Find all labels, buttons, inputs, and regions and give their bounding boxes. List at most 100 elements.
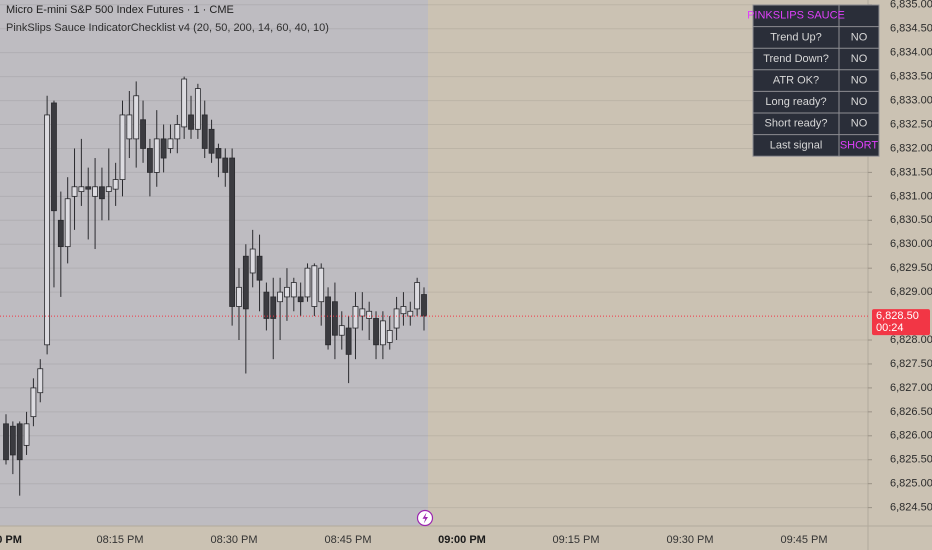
candle-body bbox=[85, 186, 92, 190]
candle-body bbox=[99, 186, 105, 200]
candle-body bbox=[421, 294, 427, 317]
candle-body bbox=[119, 114, 126, 180]
candle-body bbox=[44, 114, 51, 346]
y-tick-label: 6,826.00 bbox=[890, 430, 932, 442]
y-tick-label: 6,831.50 bbox=[890, 166, 932, 178]
candle-body bbox=[366, 310, 373, 319]
candle-body bbox=[9, 425, 16, 456]
candle-body bbox=[188, 114, 194, 130]
candle-body bbox=[332, 301, 338, 336]
candle-body bbox=[23, 423, 30, 446]
x-tick-label: 09:00 PM bbox=[438, 534, 486, 546]
x-tick-label: 08:45 PM bbox=[324, 534, 371, 546]
candle-body bbox=[167, 138, 174, 149]
y-tick-label: 6,825.50 bbox=[890, 454, 932, 466]
candle-body bbox=[78, 186, 85, 192]
candle-body bbox=[393, 308, 400, 329]
x-tick-label: 09:30 PM bbox=[666, 534, 713, 546]
y-tick-label: 6,833.50 bbox=[890, 71, 932, 83]
table-value: SHORT bbox=[840, 139, 879, 151]
candle-body bbox=[201, 114, 208, 149]
table-value: NO bbox=[851, 75, 868, 87]
candle-body bbox=[229, 157, 236, 307]
checklist-table: PINKSLIPS SAUCE Trend Up? NO Trend Down? NO A… bbox=[747, 4, 880, 157]
table-value: NO bbox=[851, 118, 868, 130]
y-tick-label: 6,833.00 bbox=[890, 94, 932, 106]
candles bbox=[3, 76, 427, 496]
candle-body bbox=[379, 320, 386, 346]
lightning-icon bbox=[416, 509, 434, 527]
candle-body bbox=[236, 286, 242, 307]
chart-title: Micro E-mini S&P 500 Index Futures · 1 ·… bbox=[6, 4, 234, 16]
candle-body bbox=[16, 423, 23, 461]
candle-body bbox=[64, 198, 71, 248]
table-label: Trend Up? bbox=[770, 31, 822, 43]
candle-body bbox=[304, 267, 311, 298]
y-tick-label: 6,834.50 bbox=[890, 23, 932, 35]
candle-body bbox=[222, 157, 229, 173]
y-tick-label: 6,825.00 bbox=[890, 478, 932, 490]
candle-body bbox=[57, 219, 64, 248]
y-tick-label: 6,831.00 bbox=[890, 190, 932, 202]
y-tick-label: 6,828.00 bbox=[890, 334, 932, 346]
y-tick-label: 6,830.00 bbox=[890, 238, 932, 250]
candle-body bbox=[373, 318, 379, 346]
table-header: PINKSLIPS SAUCE bbox=[747, 10, 845, 22]
candle-body bbox=[297, 296, 304, 303]
x-tick-label: 08:30 PM bbox=[210, 534, 257, 546]
candle-body bbox=[140, 119, 146, 149]
candle-body bbox=[112, 179, 119, 190]
candle-body bbox=[147, 148, 153, 173]
candle-body bbox=[277, 291, 283, 303]
y-tick-label: 6,829.00 bbox=[890, 286, 932, 298]
y-tick-label: 6,832.00 bbox=[890, 142, 932, 154]
countdown-label: 00:24 bbox=[876, 322, 904, 334]
candle-body bbox=[359, 308, 366, 317]
candle-body bbox=[181, 78, 188, 128]
candle-body bbox=[3, 423, 9, 461]
session-shade bbox=[0, 0, 428, 526]
y-tick-label: 6,827.00 bbox=[890, 382, 932, 394]
candle-body bbox=[311, 265, 318, 307]
candle-body bbox=[318, 267, 325, 303]
table-value: NO bbox=[851, 53, 868, 65]
candle-body bbox=[325, 296, 331, 346]
candle-body bbox=[407, 310, 414, 317]
grid bbox=[0, 4, 868, 509]
candle-body bbox=[414, 282, 421, 310]
candle-body bbox=[263, 291, 270, 319]
table-label: Short ready? bbox=[765, 118, 828, 130]
candle-body bbox=[160, 138, 167, 159]
candle-body bbox=[249, 248, 256, 274]
y-tick-label: 6,827.50 bbox=[890, 358, 932, 370]
candle-body bbox=[174, 124, 181, 140]
table-label: Trend Down? bbox=[763, 53, 829, 65]
candle-body bbox=[126, 114, 133, 140]
candle-body bbox=[133, 95, 140, 140]
candle-body bbox=[290, 282, 297, 298]
current-price-label: 6,828.50 bbox=[876, 310, 919, 322]
candle-body bbox=[51, 102, 57, 212]
candle-body bbox=[284, 286, 290, 298]
table-value: NO bbox=[851, 96, 868, 108]
y-tick-label: 6,832.50 bbox=[890, 118, 932, 130]
table-label: ATR OK? bbox=[773, 75, 819, 87]
candle-body bbox=[338, 325, 345, 336]
candle-body bbox=[71, 186, 78, 197]
table-bg bbox=[752, 4, 880, 157]
current-price-box bbox=[872, 309, 930, 336]
y-tick-label: 6,830.50 bbox=[890, 214, 932, 226]
candle-body bbox=[37, 368, 44, 394]
x-tick-label: 00 PM bbox=[0, 534, 22, 546]
candle-body bbox=[215, 148, 222, 159]
candle-body bbox=[105, 186, 112, 192]
candle-body bbox=[92, 186, 98, 197]
table-label: Long ready? bbox=[765, 96, 826, 108]
candle-body bbox=[153, 138, 160, 173]
candle-body bbox=[30, 387, 37, 418]
candle-body bbox=[242, 255, 249, 310]
y-tick-label: 6,826.50 bbox=[890, 406, 932, 418]
